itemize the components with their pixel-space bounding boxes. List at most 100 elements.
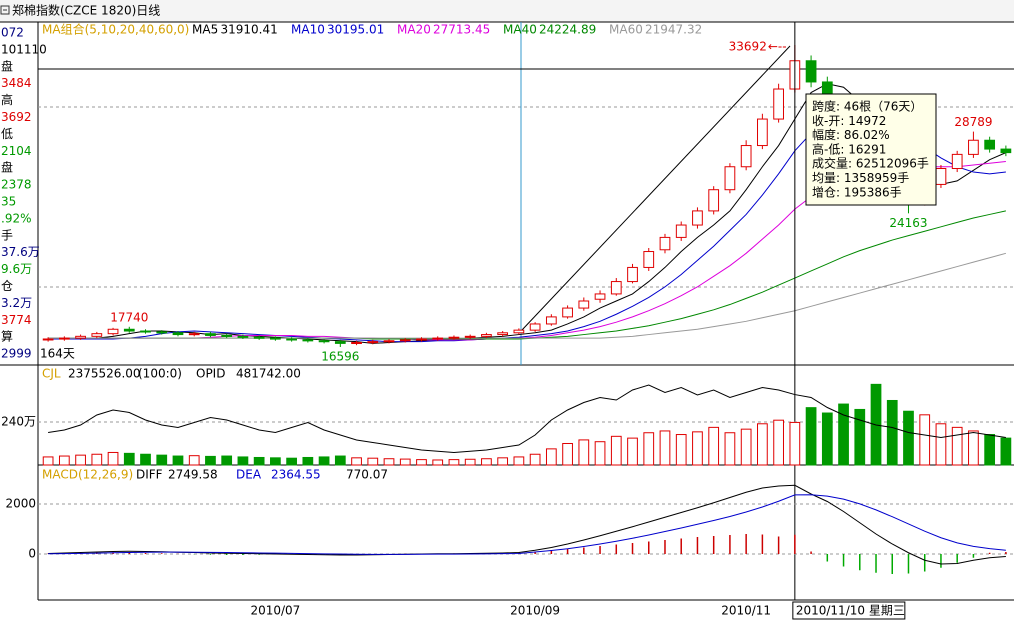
panel-params: (100:0) [138,367,182,381]
candle-body [481,334,492,337]
candle-body [253,336,265,339]
volume-bar [286,457,297,466]
info-item: 手 [1,228,13,242]
volume-bar [903,410,914,466]
volume-bar [740,428,752,466]
arrow: ←-- [768,39,787,53]
volume-bar [627,437,638,466]
window-title: 郑棉指数(CZCE 1820)日线 [12,3,160,18]
candle-body [302,339,314,342]
candle-body [692,210,703,226]
volume-bar [757,423,768,466]
volume-bar [253,456,265,466]
tooltip-line: 收-开: 14972 [812,114,886,128]
candle-body [383,340,395,343]
candle-body [75,335,86,339]
candle-body [529,323,541,331]
legend-value: 2749.58 [168,468,218,482]
candle-body [432,337,444,340]
candle-body [334,341,346,344]
tooltip-line: 幅度: 86.02% [812,127,890,142]
legend-name: MA5 [192,23,218,37]
volume-bar [383,458,395,466]
tooltip-line: 高-低: 16291 [812,141,886,156]
volume-bar [951,426,963,466]
candle-body [643,251,655,268]
tooltip-line: 均量: 1358959手 [812,171,909,185]
candle-body [464,335,476,338]
legend-value: 2364.55 [271,468,321,482]
candle-body [286,338,297,341]
volume-bar [529,453,541,466]
volume-bar [464,458,476,466]
volume-bar [416,459,427,466]
crosshair-date-box [792,601,906,620]
candle-body [740,145,752,168]
info-item: 低 [1,127,13,141]
title-bar [0,0,1014,22]
candle-body [42,338,54,341]
legend-name: MA10 [291,23,325,37]
legend-name: MA60 [609,23,643,37]
y-tick-label: 240万 [1,414,36,428]
info-item: 2378 [1,178,32,192]
volume-bar [789,421,801,466]
info-item: 9.6万 [1,262,32,276]
macd-line [48,494,1006,555]
volume-bar [935,423,947,466]
info-item: 37.6万 [1,245,40,259]
volume-bar [773,419,784,466]
candle-body [610,281,622,295]
macd-line [48,484,1006,565]
trend-line [521,45,791,331]
y-tick-label: 2000 [5,497,36,511]
tooltip-line: 增仓: 195386手 [812,185,902,199]
volume-bar [75,454,86,466]
candle-body [351,342,362,345]
x-tick-label: 2010/11 [721,604,771,618]
info-item: 仓 [1,279,13,293]
candle-body [675,224,687,238]
candle-body [562,307,573,318]
volume-bar [562,442,573,466]
low-label: 16596 [321,349,359,363]
high-label: 33692 [729,39,767,53]
volume-bar [724,432,736,466]
candle-body [221,334,233,337]
info-item: 盘 [1,160,13,175]
volume-bar [318,456,330,466]
volume-bar [1000,437,1012,466]
volume-bar [270,457,281,466]
candle-body [416,338,427,341]
info-item: 101110 [1,42,47,56]
volume-bar [334,455,346,466]
candle-body [270,337,281,340]
panel-title: MACD(12,26,9) [42,468,133,482]
volume-bar [708,426,720,466]
volume-bar [643,432,655,466]
candle-body [805,60,817,83]
candle-body [773,88,784,120]
span-label: 164天 [40,347,75,361]
opid-line [48,384,1006,454]
x-tick-label: 2010/07 [250,604,300,618]
volume-bar [367,457,379,466]
volume-bar [578,439,590,466]
ma-line [48,252,1007,339]
volume-bar [594,441,606,466]
candle-body [188,333,200,336]
volume-bar [984,434,996,466]
collapse-icon[interactable] [0,5,10,15]
legend-value: 24224.89 [539,23,596,37]
candle-body [123,328,135,332]
volume-bar [919,414,931,466]
volume-bar [237,456,249,466]
volume-bar [91,453,103,466]
low-label: 24163 [889,216,927,230]
crosshair-date: 2010/11/10 星期三 [796,604,905,618]
candle-body [513,329,525,334]
volume-bar [156,454,168,466]
legend-value: 31910.41 [221,23,278,37]
histogram-value: 770.07 [346,468,388,482]
candle-body [497,332,509,336]
